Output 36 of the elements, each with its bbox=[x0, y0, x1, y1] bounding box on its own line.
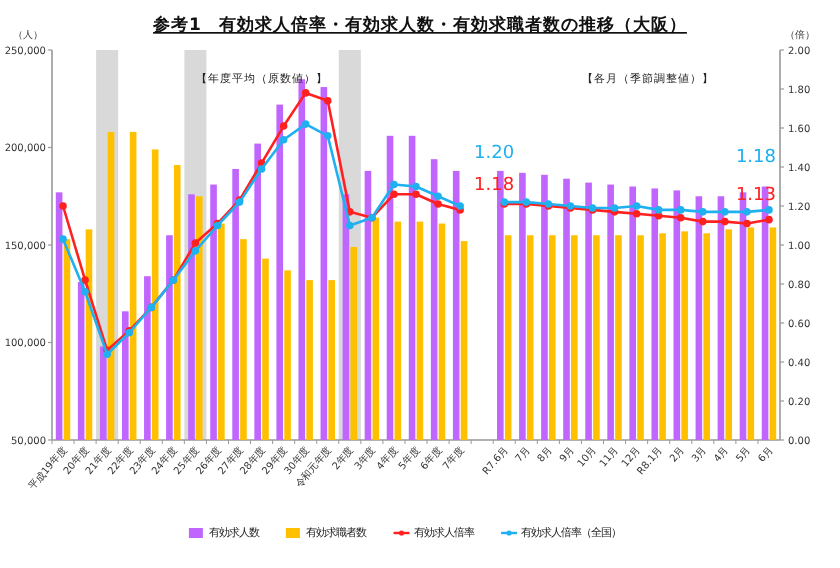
point bbox=[59, 202, 67, 210]
point bbox=[721, 217, 729, 226]
point bbox=[721, 208, 729, 216]
point bbox=[301, 89, 310, 97]
point bbox=[765, 206, 773, 214]
point bbox=[676, 206, 685, 214]
point bbox=[257, 165, 266, 173]
point bbox=[654, 206, 663, 214]
point bbox=[743, 219, 751, 228]
point bbox=[412, 190, 420, 199]
point bbox=[279, 122, 288, 130]
point bbox=[698, 217, 707, 226]
point bbox=[323, 96, 332, 105]
point bbox=[390, 190, 398, 199]
point bbox=[632, 202, 641, 210]
point bbox=[81, 288, 89, 296]
point bbox=[632, 210, 641, 218]
point bbox=[434, 200, 442, 208]
point bbox=[81, 276, 89, 284]
point bbox=[412, 182, 420, 191]
point bbox=[323, 132, 332, 140]
point bbox=[59, 235, 67, 243]
point bbox=[301, 120, 310, 128]
point bbox=[676, 213, 685, 222]
point bbox=[191, 247, 200, 255]
point bbox=[765, 215, 773, 224]
point bbox=[279, 135, 288, 144]
chart-title: 参考1 有効求人倍率・有効求人数・有効求職者数の推移（大阪） bbox=[151, 14, 687, 36]
point bbox=[698, 208, 707, 216]
data-label: 1.18 bbox=[735, 147, 777, 168]
point bbox=[434, 192, 442, 201]
point bbox=[743, 208, 751, 216]
point bbox=[191, 239, 200, 247]
point bbox=[346, 221, 354, 230]
point bbox=[390, 180, 398, 189]
data-label: 1.20 bbox=[474, 144, 515, 164]
